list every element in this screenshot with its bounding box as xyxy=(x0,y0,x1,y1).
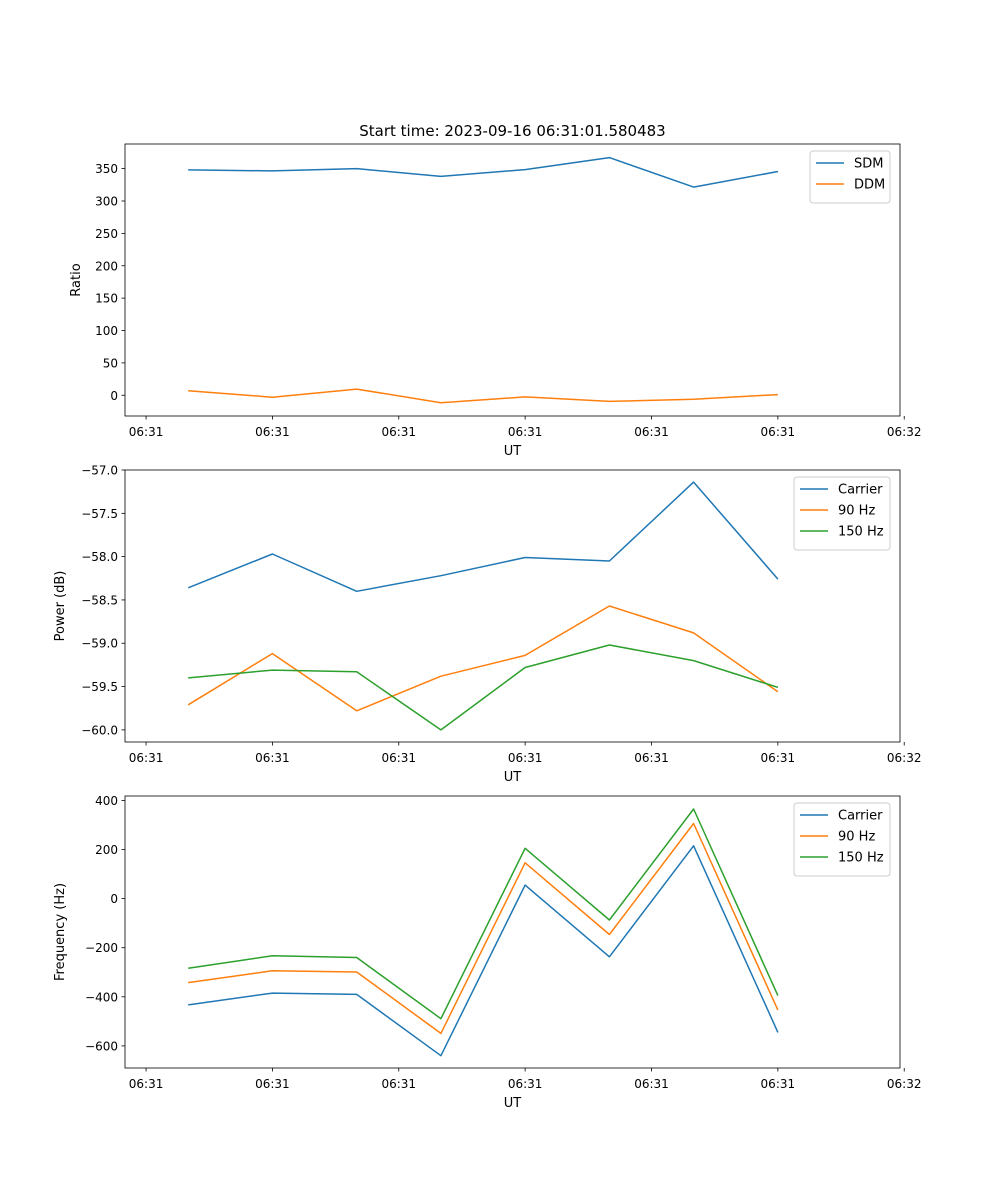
frequency-series-line-90-hz xyxy=(188,822,779,1035)
frequency-x-tick-label: 06:31 xyxy=(381,1077,416,1091)
ratio-x-tick-label: 06:31 xyxy=(508,425,543,439)
frequency-legend-label: 90 Hz xyxy=(838,830,875,845)
ratio-subplot: 06:31 06:31 06:31 06:31 06:31 06:31 06:32 0 50 10… xyxy=(69,143,922,459)
frequency-y-tick-label: −200 xyxy=(85,941,118,955)
frequency-x-tick-label: 06:31 xyxy=(255,1077,290,1091)
power-x-tick-label: 06:31 xyxy=(129,751,164,765)
power-y-tick-label: −60.0 xyxy=(81,723,118,737)
ratio-legend-label: SDM xyxy=(854,157,883,172)
frequency-y-tick-label: −600 xyxy=(85,1039,118,1053)
ratio-x-tick-label: 06:31 xyxy=(761,425,796,439)
frequency-axes-frame xyxy=(124,795,901,1069)
power-y-tick-label: −58.0 xyxy=(81,550,118,564)
ratio-axes-frame xyxy=(124,143,901,417)
power-y-tick-label: −58.5 xyxy=(81,593,118,607)
power-x-tick-label: 06:32 xyxy=(887,751,922,765)
ratio-y-tick-label: 200 xyxy=(95,259,118,273)
ratio-series-line-ddm xyxy=(188,388,778,404)
power-legend-label: 150 Hz xyxy=(838,525,884,540)
ratio-y-tick-label: 300 xyxy=(95,194,118,208)
power-series-line-carrier xyxy=(187,481,779,593)
power-legend-label: Carrier xyxy=(838,483,883,498)
ratio-y-tick-label: 250 xyxy=(95,227,118,241)
frequency-legend-label: Carrier xyxy=(838,809,883,824)
power-y-tick-label: −59.0 xyxy=(81,637,118,651)
power-y-tick-label: −59.5 xyxy=(81,680,118,694)
ratio-x-axis-label: UT xyxy=(504,444,522,459)
power-legend-label: 90 Hz xyxy=(838,504,875,519)
power-series-line-90-hz xyxy=(187,605,779,712)
ratio-legend-label: DDM xyxy=(854,178,885,193)
frequency-x-tick-label: 06:31 xyxy=(508,1077,543,1091)
ratio-y-axis-label: Ratio xyxy=(69,263,84,296)
power-y-axis-label: Power (dB) xyxy=(53,571,68,642)
ratio-x-tick-label: 06:31 xyxy=(381,425,416,439)
power-x-tick-label: 06:31 xyxy=(761,751,796,765)
frequency-x-tick-label: 06:31 xyxy=(129,1077,164,1091)
frequency-x-tick-label: 06:31 xyxy=(761,1077,796,1091)
frequency-x-axis-label: UT xyxy=(504,1096,522,1111)
ratio-y-tick-label: 0 xyxy=(110,389,118,403)
power-subplot: 06:31 06:31 06:31 06:31 06:31 06:31 06:32 −60.0… xyxy=(53,464,922,786)
frequency-y-tick-label: −400 xyxy=(85,990,118,1004)
ratio-x-tick-label: 06:31 xyxy=(255,425,290,439)
frequency-y-axis-label: Frequency (Hz) xyxy=(53,883,68,981)
frequency-y-tick-label: 0 xyxy=(110,892,118,906)
frequency-y-tick-label: 400 xyxy=(95,794,118,808)
power-y-tick-label: −57.0 xyxy=(81,464,118,478)
ratio-x-tick-label: 06:31 xyxy=(634,425,669,439)
ratio-x-tick-label: 06:32 xyxy=(887,425,922,439)
power-axes-frame xyxy=(124,469,901,743)
ratio-y-tick-label: 100 xyxy=(95,324,118,338)
power-x-axis-label: UT xyxy=(504,770,522,785)
power-y-tick-label: −57.5 xyxy=(81,507,118,521)
power-x-tick-label: 06:31 xyxy=(508,751,543,765)
ratio-x-tick-label: 06:31 xyxy=(129,425,164,439)
ratio-legend-box xyxy=(809,150,891,204)
figure-title: Start time: 2023-09-16 06:31:01.580483 xyxy=(359,122,665,140)
frequency-x-tick-label: 06:32 xyxy=(887,1077,922,1091)
power-x-tick-label: 06:31 xyxy=(634,751,669,765)
frequency-series-line-carrier xyxy=(188,845,779,1057)
power-x-tick-label: 06:31 xyxy=(381,751,416,765)
frequency-subplot: 06:31 06:31 06:31 06:31 06:31 06:31 06:32 −600 −… xyxy=(53,794,922,1111)
frequency-series-line-150-hz xyxy=(188,808,779,1020)
ratio-y-tick-label: 150 xyxy=(95,292,118,306)
power-x-tick-label: 06:31 xyxy=(255,751,290,765)
frequency-x-tick-label: 06:31 xyxy=(634,1077,669,1091)
ratio-y-tick-label: 350 xyxy=(95,162,118,176)
frequency-legend-label: 150 Hz xyxy=(838,851,884,866)
power-series-line-150-hz xyxy=(188,644,779,731)
ratio-series-line-sdm xyxy=(188,156,779,188)
frequency-y-tick-label: 200 xyxy=(95,843,118,857)
ratio-y-tick-label: 50 xyxy=(103,356,118,370)
